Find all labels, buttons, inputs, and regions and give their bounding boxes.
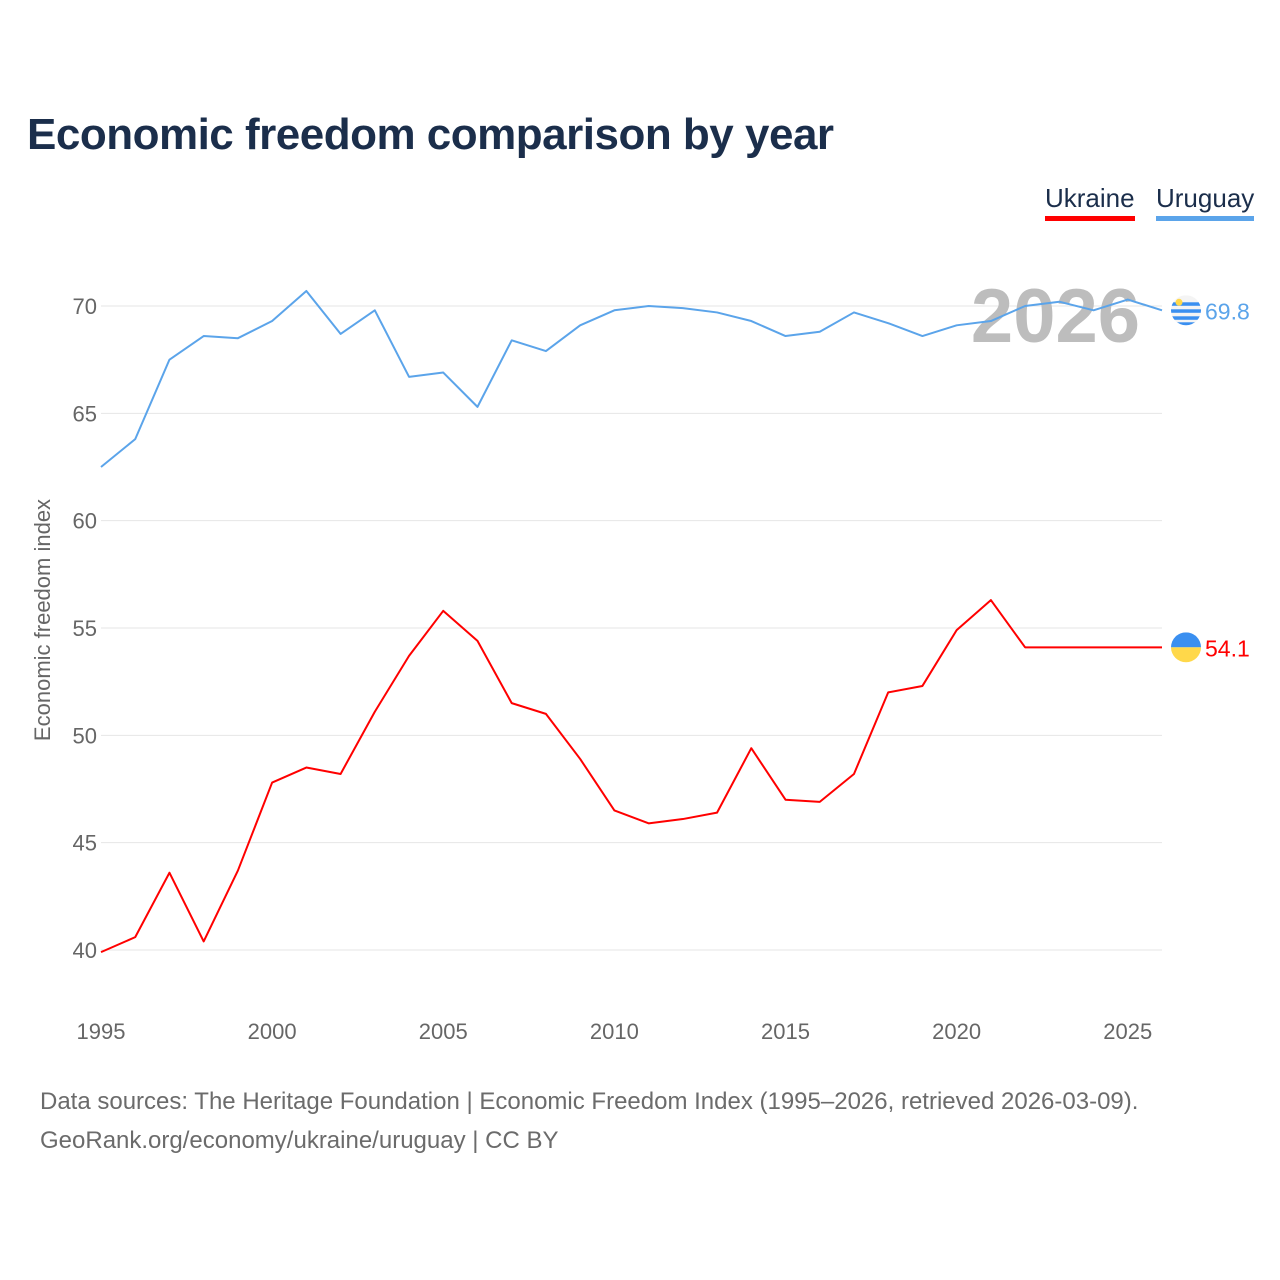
x-tick-label: 2020	[932, 1019, 981, 1044]
y-tick-label: 70	[73, 294, 97, 319]
footer-sources: Data sources: The Heritage Foundation | …	[40, 1088, 1139, 1115]
y-tick-label: 65	[73, 401, 97, 426]
y-tick-label: 50	[73, 723, 97, 748]
series-line-ukraine	[100, 599, 1162, 954]
y-tick-label: 45	[73, 831, 97, 856]
end-value-label-uruguay: 69.8	[1205, 298, 1250, 324]
ukraine-flag-icon	[1171, 632, 1201, 663]
x-tick-label: 1995	[77, 1019, 126, 1044]
series-line-uruguay	[100, 289, 1163, 468]
end-value-label-ukraine: 54.1	[1205, 635, 1250, 661]
x-tick-label: 2005	[419, 1019, 468, 1044]
y-axis-label: Economic freedom index	[30, 499, 55, 741]
legend-uruguay[interactable]: Uruguay	[1156, 183, 1255, 221]
y-tick-label: 60	[73, 509, 97, 534]
x-tick-label: 2025	[1103, 1019, 1152, 1044]
chart-title: Economic freedom comparison by year	[27, 110, 834, 159]
x-tick-label: 2000	[248, 1019, 297, 1044]
x-tick-label: 2015	[761, 1019, 810, 1044]
footer-credit: GeoRank.org/economy/ukraine/uruguay | CC…	[40, 1127, 559, 1154]
y-tick-label: 40	[73, 938, 97, 963]
year-watermark: 2026	[971, 274, 1140, 359]
x-tick-label: 2010	[590, 1019, 639, 1044]
uruguay-flag-icon	[1171, 295, 1201, 326]
legend-ukraine[interactable]: Ukraine	[1045, 183, 1135, 221]
y-tick-label: 55	[73, 616, 97, 641]
